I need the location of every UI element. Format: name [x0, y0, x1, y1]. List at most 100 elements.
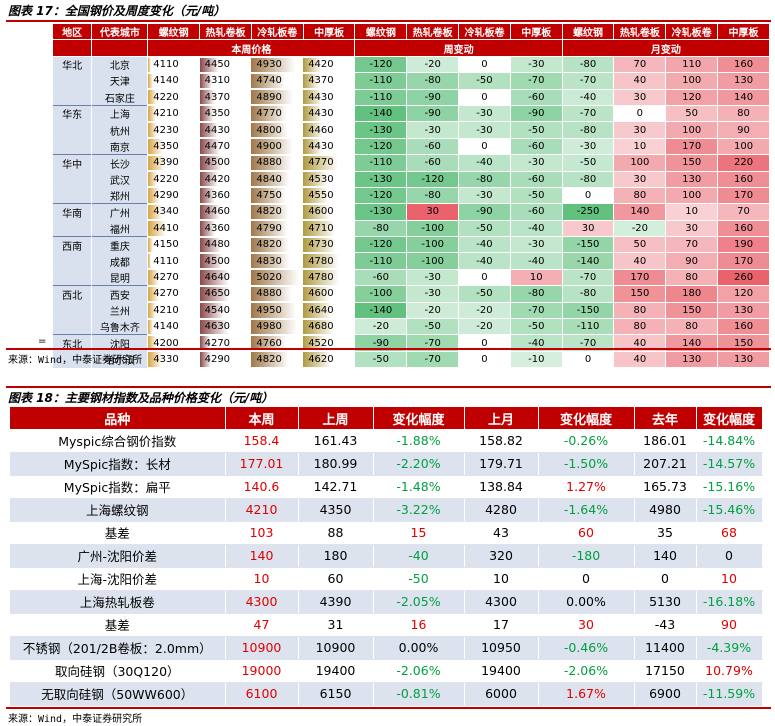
week-change-cell: -80: [509, 285, 563, 303]
month-change-cell: 10: [665, 203, 719, 221]
price-bar: [303, 155, 339, 171]
table-row: 兰州 4210 4540 4950 4640 -140 -20 -20 -70 -150 80 150…: [51, 301, 770, 320]
table-row: 昆明 4270 4640 5020 4780 -60 -30 0 10 -70 170 80 260: [51, 268, 770, 287]
week-change-cell: -40: [458, 236, 511, 254]
price-value: 4780: [308, 255, 334, 267]
column-header: 螺纹钢: [561, 22, 615, 41]
region-cell: [51, 252, 93, 270]
week-change-cell: -40: [509, 219, 563, 238]
price-value: 4270: [153, 288, 179, 300]
week-change-cell: -50: [354, 350, 408, 369]
value-cell: 320: [464, 544, 539, 568]
value-cell: -40: [373, 544, 465, 568]
price-cell: 4880: [251, 155, 303, 171]
region-cell: [51, 89, 93, 106]
source-rule: [6, 348, 771, 350]
value-cell: 1.27%: [538, 475, 635, 499]
price-bar: [199, 221, 215, 236]
price-cell: 4430: [199, 122, 252, 138]
month-change-cell: 100: [665, 121, 719, 139]
price-value: 4790: [256, 222, 282, 234]
column-header: 热轧卷板: [199, 22, 252, 41]
price-bar: [251, 319, 298, 334]
month-change-cell: -70: [561, 268, 615, 287]
price-value: 4470: [204, 140, 231, 152]
figure-17-title: 图表 17：全国钢价及周度变化（元/吨）: [8, 4, 226, 18]
price-cell: 4460: [199, 204, 252, 220]
month-change-cell: 80: [613, 318, 667, 336]
price-value: 4800: [256, 124, 282, 136]
price-cell: 5020: [251, 269, 303, 285]
price-value: 4740: [256, 75, 282, 87]
week-change-cell: -90: [406, 88, 460, 106]
city-cell: 南京: [91, 138, 149, 155]
value-cell: 88: [298, 521, 374, 545]
month-change-cell: -80: [561, 170, 615, 188]
month-change-cell: 40: [613, 252, 667, 270]
price-cell: 4210: [148, 302, 200, 318]
price-cell: 4430: [303, 105, 355, 121]
table-row: 杭州 4230 4430 4800 4460 -130 -30 -30 -50 -80 30 100 9…: [51, 121, 770, 139]
price-value: 4680: [308, 321, 334, 333]
week-change-cell: 10: [509, 268, 563, 287]
price-value: 4270: [153, 272, 179, 284]
price-cell: 4290: [148, 187, 200, 203]
price-value: 4600: [308, 288, 334, 300]
price-cell: 4530: [303, 171, 355, 187]
price-value: 4460: [204, 206, 231, 218]
price-value: 4600: [308, 206, 334, 218]
price-cell: 4770: [303, 155, 355, 171]
month-change-cell: -80: [561, 121, 615, 139]
month-change-cell: 150: [665, 301, 719, 320]
value-cell: 0: [538, 567, 635, 591]
table-row: MySpic指数：扁平 140.6 142.71 -1.48% 138.84 1.27% 1…: [10, 475, 763, 499]
region-cell: [51, 269, 93, 286]
region-cell: [51, 351, 93, 368]
price-cell: 4470: [199, 138, 252, 154]
table-row: MySpic指数：长材 177.01 180.99 -2.20% 179.71 -1.50…: [10, 452, 763, 476]
month-change-cell: 80: [665, 268, 719, 287]
value-cell: -15.16%: [696, 475, 763, 499]
source-rule: [6, 707, 771, 709]
price-cell: 4350: [199, 105, 252, 121]
price-value: 4140: [153, 321, 179, 333]
value-cell: 10900: [298, 636, 374, 660]
price-bar: [303, 188, 328, 203]
value-cell: 140: [225, 544, 299, 568]
price-value: 4730: [308, 239, 334, 251]
month-change-cell: 160: [717, 55, 770, 74]
item-name-cell: 基差: [10, 613, 226, 637]
city-cell: 上海: [91, 104, 149, 122]
price-bar: [199, 172, 218, 187]
price-value: 4640: [308, 304, 334, 316]
month-change-cell: -30: [561, 137, 615, 156]
month-change-cell: 160: [717, 318, 770, 336]
price-bar: [148, 335, 156, 351]
week-change-cell: 0: [458, 55, 511, 74]
column-header: 去年: [634, 407, 697, 429]
price-cell: 4480: [199, 237, 252, 253]
price-bar: [251, 286, 293, 302]
region-cell: 华东: [51, 104, 93, 122]
price-value: 4530: [308, 173, 334, 185]
month-change-cell: -70: [561, 72, 615, 90]
price-cell: 4650: [199, 286, 252, 302]
item-name-cell: 上海-沈阳价差: [10, 567, 226, 591]
region-cell: 华南: [51, 203, 93, 221]
week-change-cell: -30: [458, 121, 511, 139]
price-cell: 4540: [199, 302, 252, 318]
week-change-cell: -90: [458, 203, 511, 221]
month-change-cell: 260: [717, 268, 770, 287]
steel-index-table: 品种 本周 上周 变化幅度 上月 变化幅度 去年 变化幅度 Myspic综合钢价指数 158.4…: [10, 407, 763, 706]
price-value: 4390: [153, 157, 179, 169]
month-change-cell: 120: [665, 88, 719, 106]
price-bar: [303, 221, 336, 236]
value-cell: 19400: [464, 659, 539, 683]
price-cell: 4150: [148, 237, 200, 253]
week-change-cell: -20: [458, 301, 511, 320]
week-change-cell: -110: [354, 154, 408, 172]
price-value: 4770: [256, 108, 282, 120]
week-change-cell: -120: [354, 55, 408, 74]
week-change-cell: -120: [406, 170, 460, 188]
value-cell: 5130: [634, 590, 697, 614]
